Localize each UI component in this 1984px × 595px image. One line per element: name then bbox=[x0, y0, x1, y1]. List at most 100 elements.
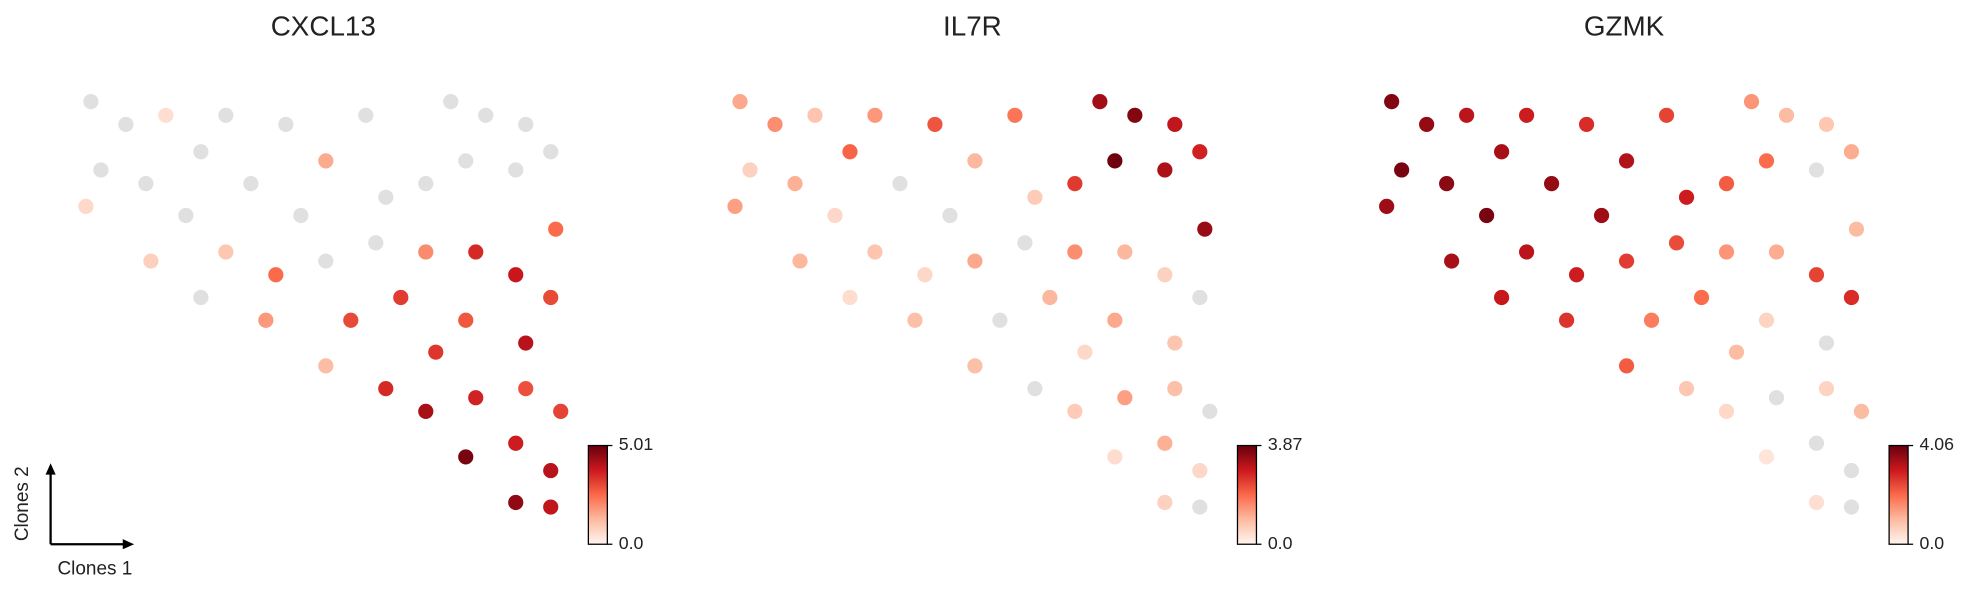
point bbox=[1558, 312, 1575, 328]
point bbox=[1394, 162, 1410, 178]
point bbox=[258, 312, 274, 328]
point bbox=[218, 107, 234, 123]
point bbox=[243, 176, 259, 192]
colorbar-tick-label: 3.87 bbox=[1268, 434, 1302, 454]
colorbar bbox=[587, 444, 608, 545]
point bbox=[458, 312, 474, 328]
point bbox=[138, 176, 154, 192]
point bbox=[807, 107, 823, 123]
point bbox=[443, 94, 459, 110]
point bbox=[548, 221, 564, 237]
point bbox=[1167, 381, 1183, 397]
point bbox=[1077, 344, 1093, 360]
point bbox=[418, 176, 434, 192]
point bbox=[83, 94, 99, 110]
point bbox=[732, 94, 748, 110]
point bbox=[508, 267, 524, 283]
point bbox=[842, 289, 858, 306]
point bbox=[1384, 94, 1400, 110]
point bbox=[393, 289, 409, 306]
point bbox=[1568, 267, 1585, 283]
point bbox=[1718, 403, 1735, 419]
point bbox=[1439, 176, 1455, 192]
point bbox=[1618, 358, 1635, 374]
point bbox=[1092, 94, 1108, 110]
point bbox=[742, 162, 758, 178]
point bbox=[1027, 189, 1043, 205]
point bbox=[1768, 390, 1785, 406]
colorbar-tick-label: 5.01 bbox=[619, 434, 653, 454]
point bbox=[193, 144, 209, 160]
point bbox=[867, 244, 883, 260]
point bbox=[368, 235, 384, 251]
point bbox=[143, 253, 159, 269]
point bbox=[1107, 449, 1123, 465]
point bbox=[1543, 176, 1560, 192]
point bbox=[378, 381, 394, 397]
point bbox=[553, 403, 569, 419]
arrow-head bbox=[45, 463, 56, 475]
point bbox=[1743, 94, 1760, 110]
point bbox=[1192, 499, 1208, 515]
point bbox=[1007, 107, 1023, 123]
point bbox=[78, 198, 94, 214]
point bbox=[1768, 244, 1785, 260]
point bbox=[967, 253, 983, 269]
point bbox=[468, 390, 484, 406]
point bbox=[293, 207, 309, 224]
point bbox=[842, 144, 858, 160]
point bbox=[1157, 267, 1173, 283]
point bbox=[1479, 207, 1495, 224]
point bbox=[1067, 244, 1083, 260]
point bbox=[1618, 253, 1635, 269]
point bbox=[1192, 289, 1208, 306]
point bbox=[1127, 107, 1143, 123]
point bbox=[1618, 153, 1635, 169]
point bbox=[1718, 244, 1735, 260]
point bbox=[1678, 381, 1695, 397]
point bbox=[1027, 381, 1043, 397]
point bbox=[892, 176, 908, 192]
point bbox=[1107, 312, 1123, 328]
point bbox=[1167, 335, 1183, 351]
point bbox=[1758, 312, 1775, 328]
point bbox=[543, 499, 559, 515]
point bbox=[318, 358, 334, 374]
colorbar bbox=[1888, 444, 1909, 545]
point bbox=[1459, 107, 1475, 123]
point bbox=[178, 207, 194, 224]
point bbox=[518, 381, 534, 397]
point bbox=[508, 494, 524, 511]
point bbox=[967, 153, 983, 169]
point bbox=[378, 189, 394, 205]
point bbox=[1192, 144, 1208, 160]
point bbox=[478, 107, 494, 123]
point bbox=[1067, 403, 1083, 419]
point bbox=[543, 289, 559, 306]
point bbox=[93, 162, 109, 178]
point bbox=[508, 162, 524, 178]
point bbox=[727, 198, 743, 214]
point bbox=[1808, 435, 1825, 451]
point bbox=[458, 153, 474, 169]
point bbox=[468, 244, 484, 260]
point bbox=[1444, 253, 1460, 269]
point bbox=[508, 435, 524, 451]
x-axis-label: Clones 1 bbox=[57, 559, 132, 580]
point bbox=[1192, 463, 1208, 479]
point bbox=[1117, 244, 1133, 260]
point bbox=[1728, 344, 1745, 360]
point bbox=[1818, 116, 1835, 132]
chart-title: CXCL13 bbox=[271, 10, 376, 41]
point bbox=[158, 107, 174, 123]
point bbox=[1578, 116, 1595, 132]
point bbox=[1419, 116, 1435, 132]
point bbox=[927, 116, 943, 132]
point bbox=[1107, 153, 1123, 169]
point bbox=[1808, 267, 1825, 283]
colorbar-tick-label: 0.0 bbox=[1268, 533, 1293, 553]
point bbox=[967, 358, 983, 374]
point bbox=[1678, 189, 1695, 205]
y-axis-label: Clones 2 bbox=[12, 466, 33, 541]
